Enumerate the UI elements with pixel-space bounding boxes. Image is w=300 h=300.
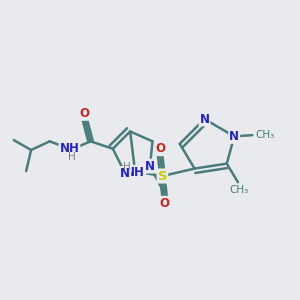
- Text: N: N: [145, 160, 155, 172]
- Text: N: N: [200, 112, 209, 125]
- Text: NH: NH: [125, 166, 145, 179]
- Text: H: H: [123, 162, 130, 172]
- Text: H: H: [68, 152, 75, 162]
- Text: NH: NH: [60, 142, 80, 155]
- Text: N: N: [229, 130, 239, 143]
- Text: O: O: [160, 197, 170, 210]
- Text: O: O: [155, 142, 165, 155]
- Text: CH₃: CH₃: [230, 185, 249, 195]
- Text: S: S: [158, 169, 167, 182]
- Text: N: N: [120, 167, 130, 180]
- Text: CH₃: CH₃: [255, 130, 274, 140]
- Text: O: O: [80, 107, 89, 120]
